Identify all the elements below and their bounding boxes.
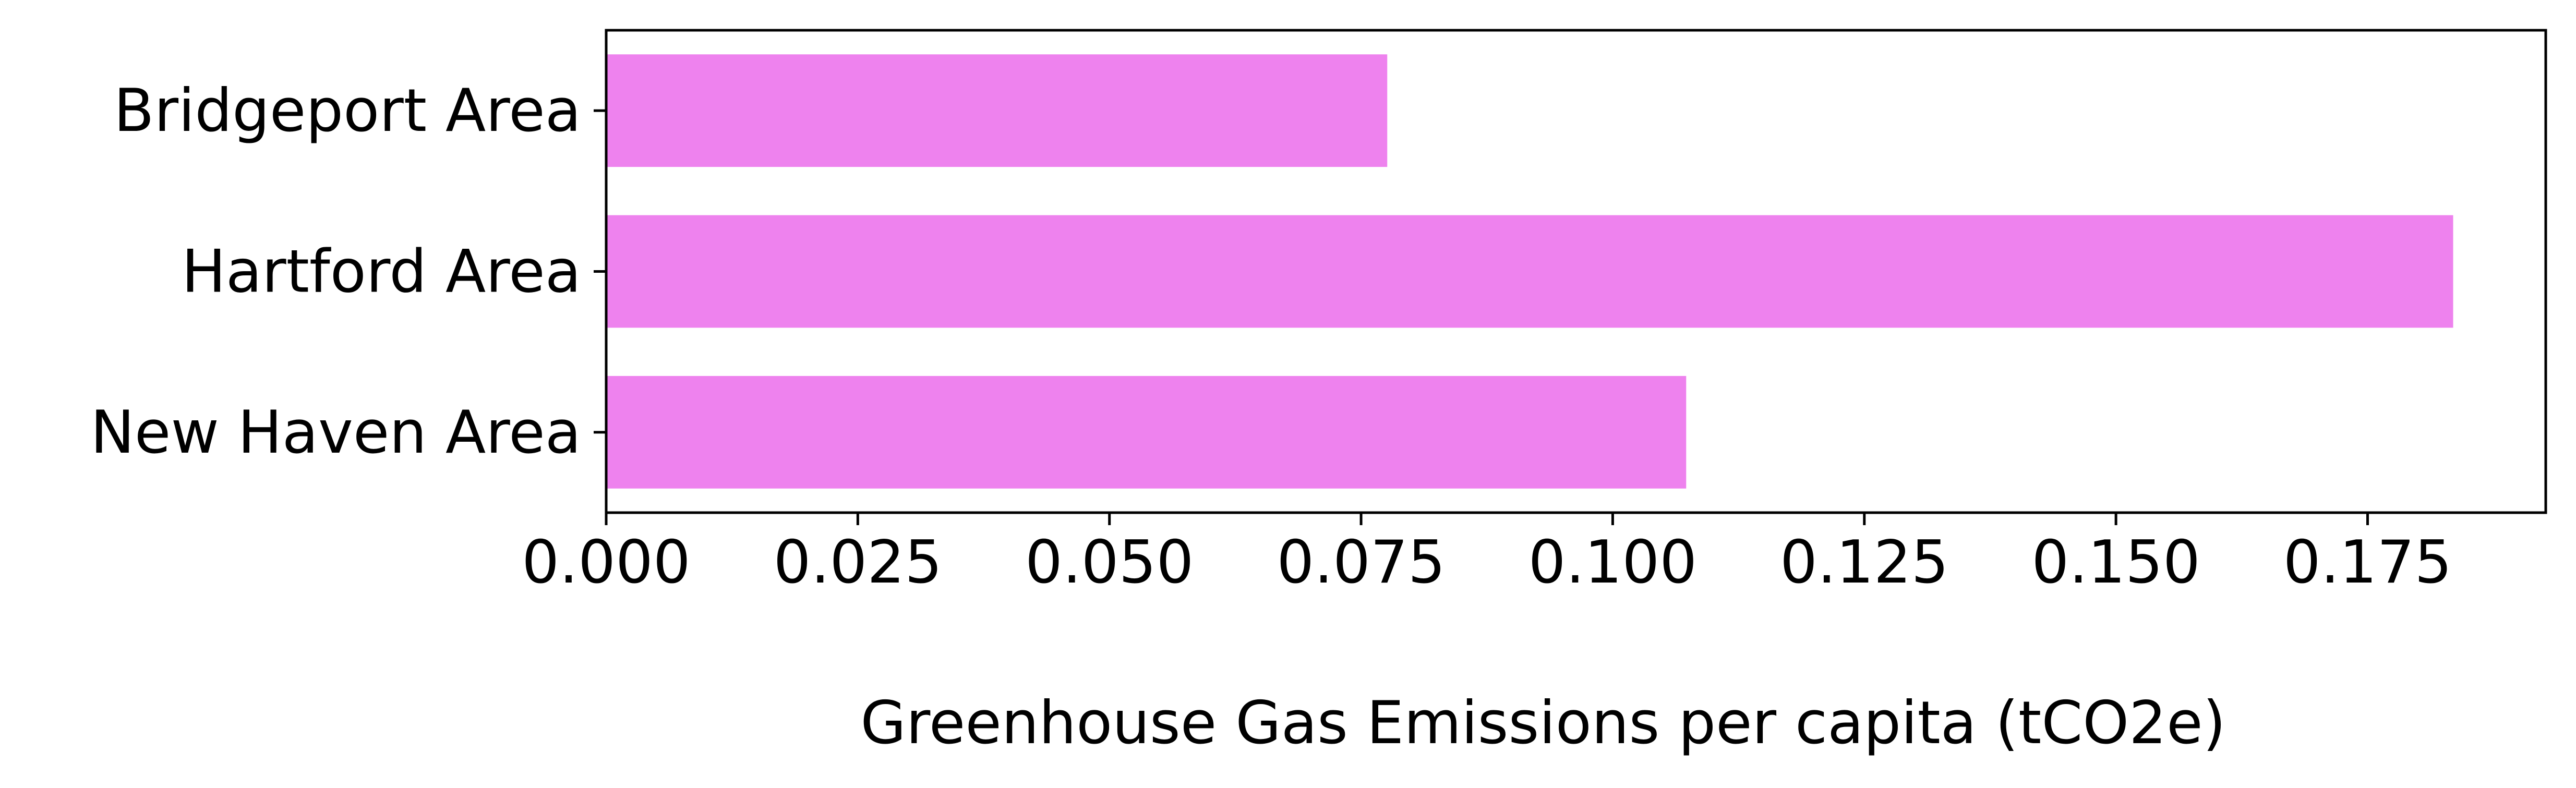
x-tick-label: 0.150 — [2031, 528, 2200, 597]
y-axis: Bridgeport Area Hartford Area New Haven Ar… — [90, 76, 606, 467]
bar-hartford-area — [606, 215, 2453, 328]
x-tick-label: 0.175 — [2283, 528, 2452, 597]
x-tick-label: 0.025 — [774, 528, 943, 597]
y-tick-label: Hartford Area — [182, 237, 581, 306]
bars-group — [606, 54, 2453, 489]
bar-bridgeport-area — [606, 54, 1388, 167]
y-tick-label: New Haven Area — [90, 398, 581, 467]
x-tick-label: 0.050 — [1025, 528, 1194, 597]
x-tick-label: 0.000 — [522, 528, 691, 597]
y-tick-label: Bridgeport Area — [114, 76, 581, 145]
x-tick-label: 0.100 — [1528, 528, 1698, 597]
bar-new-haven-area — [606, 375, 1687, 489]
x-axis: 0.000 0.025 0.050 0.075 0.100 0.125 0.150 0.175 — [522, 513, 2452, 597]
x-tick-label: 0.125 — [1780, 528, 1949, 597]
x-axis-title: Greenhouse Gas Emissions per capita (tCO… — [860, 688, 2225, 757]
x-tick-label: 0.075 — [1277, 528, 1446, 597]
plot-frame — [605, 29, 2547, 514]
